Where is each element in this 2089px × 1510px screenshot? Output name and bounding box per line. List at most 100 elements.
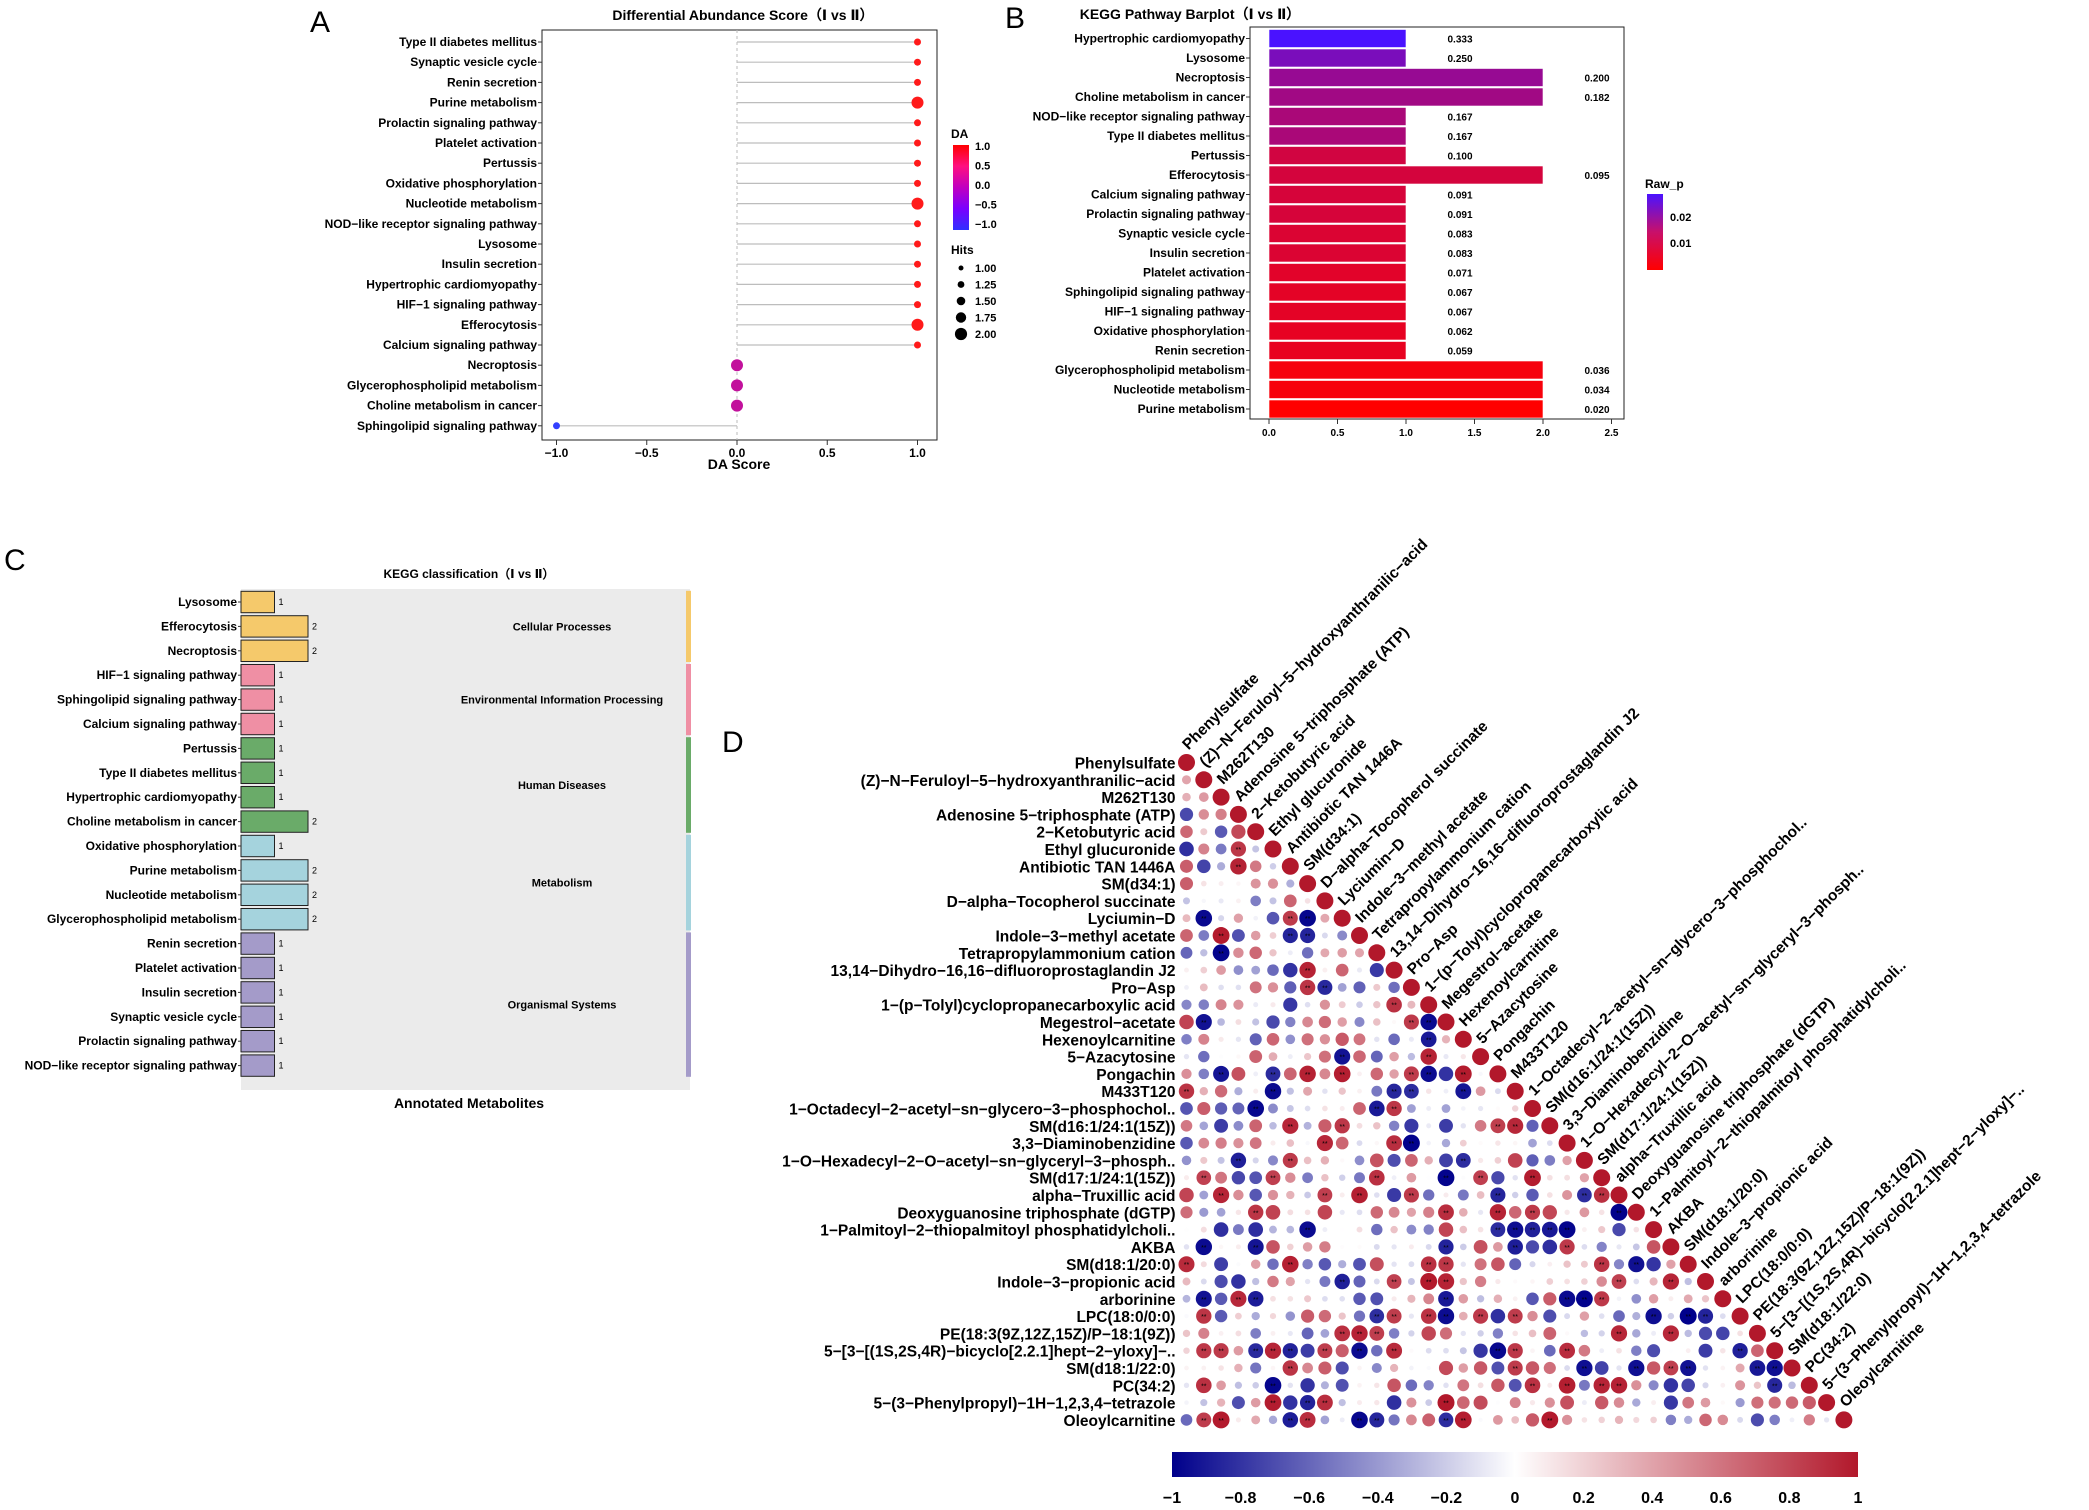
panel-c-plot-background bbox=[241, 589, 690, 1090]
panel-d-correlation-cell bbox=[1443, 1348, 1449, 1354]
panel-letter-a: A bbox=[310, 6, 330, 39]
panel-d-significance-mark: ** bbox=[1478, 1314, 1484, 1321]
panel-d-significance-mark: ** bbox=[1288, 1366, 1294, 1373]
panel-d-correlation-cell bbox=[1201, 1227, 1207, 1233]
panel-b-x-tick-label: 0.5 bbox=[1331, 428, 1345, 439]
panel-d-diagonal-cell bbox=[1662, 1238, 1679, 1255]
panel-d-correlation-cell bbox=[1426, 1244, 1432, 1250]
panel-d-correlation-cell bbox=[1459, 1363, 1469, 1373]
panel-d-correlation-cell bbox=[1390, 1226, 1397, 1233]
panel-d-correlation-cell bbox=[1406, 1380, 1418, 1392]
panel-b-bar bbox=[1269, 127, 1406, 145]
panel-d-correlation-cell bbox=[1495, 1140, 1500, 1145]
panel-d-correlation-cell bbox=[1270, 932, 1277, 939]
panel-d-correlation-cell bbox=[1529, 1330, 1537, 1338]
panel-d-significance-mark: ** bbox=[1599, 1262, 1605, 1269]
panel-d-significance-mark: ** bbox=[1218, 934, 1224, 941]
panel-a-hits-legend-dot bbox=[955, 328, 967, 340]
panel-d-row-label: 5−(3−Phenylpropyl)−1H−1,2,3,4−tetrazole bbox=[874, 1396, 1176, 1413]
panel-d-correlation-cell bbox=[1218, 1365, 1224, 1371]
panel-b-bar bbox=[1269, 225, 1406, 243]
panel-c-bar bbox=[241, 640, 308, 661]
panel-d-correlation-cell bbox=[1200, 1157, 1207, 1164]
panel-d-correlation-cell bbox=[1631, 1294, 1641, 1304]
panel-c-category-label: Sphingolipid signaling pathway bbox=[57, 693, 237, 707]
panel-d-correlation-cell bbox=[1339, 1399, 1346, 1406]
panel-d-correlation-cell bbox=[1546, 1278, 1553, 1285]
panel-d-correlation-cell bbox=[1491, 1309, 1506, 1324]
panel-d-significance-mark: ** bbox=[1391, 1141, 1397, 1148]
panel-d-significance-mark: ** bbox=[1495, 1228, 1501, 1235]
panel-d-correlation-cell bbox=[1302, 1033, 1314, 1045]
panel-d-correlation-cell bbox=[1474, 1240, 1488, 1254]
panel-d-row-label: Indole−3−methyl acetate bbox=[995, 929, 1175, 946]
panel-b-bar bbox=[1269, 88, 1543, 106]
panel-d-diagonal-cell bbox=[1714, 1290, 1731, 1307]
panel-d-correlation-cell bbox=[1287, 1139, 1295, 1147]
panel-d-correlation-cell bbox=[1702, 1295, 1709, 1302]
panel-d-significance-mark: ** bbox=[1374, 1107, 1380, 1114]
panel-d-significance-mark: ** bbox=[1755, 1366, 1761, 1373]
panel-d-correlation-cell bbox=[1287, 1105, 1294, 1112]
panel-d-correlation-cell bbox=[1425, 1399, 1432, 1406]
panel-c-bar-label: 1 bbox=[279, 1012, 284, 1022]
panel-c-bar-label: 1 bbox=[279, 792, 284, 802]
panel-b-bar-label: 0.250 bbox=[1447, 54, 1472, 65]
panel-c-kegg-classification: KEGG classification（Ⅰ vs Ⅱ） Annotated Me… bbox=[25, 566, 691, 1111]
panel-c-group-label: Metabolism bbox=[532, 878, 593, 890]
panel-a-category-label: Prolactin signaling pathway bbox=[378, 116, 537, 130]
panel-d-correlation-cell bbox=[1510, 1397, 1521, 1408]
panel-b-bar-label: 0.182 bbox=[1584, 93, 1609, 104]
panel-d-correlation-cell bbox=[1735, 1380, 1745, 1390]
panel-d-significance-mark: ** bbox=[1443, 1176, 1449, 1183]
panel-d-correlation-cell bbox=[1460, 1278, 1467, 1285]
panel-d-correlation-cell bbox=[1199, 999, 1210, 1010]
panel-d-correlation-cell bbox=[1197, 1102, 1210, 1115]
panel-d-correlation-cell bbox=[1565, 1331, 1569, 1335]
panel-d-correlation-cell bbox=[1233, 1121, 1243, 1131]
panel-b-bar-label: 0.020 bbox=[1584, 405, 1609, 416]
panel-d-correlation-cell bbox=[1409, 1366, 1414, 1371]
panel-d-significance-mark: ** bbox=[1512, 1228, 1518, 1235]
panel-c-bar-label: 2 bbox=[312, 890, 317, 900]
panel-b-category-label: Platelet activation bbox=[1143, 266, 1245, 280]
panel-a-category-label: Renin secretion bbox=[447, 75, 537, 89]
panel-a-category-label: Choline metabolism in cancer bbox=[367, 399, 537, 413]
panel-a-x-tick-label: 0.5 bbox=[819, 446, 836, 460]
panel-d-correlation-cell bbox=[1287, 1088, 1294, 1095]
panel-d-correlation-cell bbox=[1337, 1017, 1346, 1026]
panel-c-bar-label: 1 bbox=[279, 1061, 284, 1071]
panel-d-correlation-cell bbox=[1356, 1001, 1363, 1008]
panel-a-da-colorbar bbox=[953, 145, 969, 230]
panel-d-correlation-cell bbox=[1285, 1017, 1295, 1027]
panel-c-category-label: Calcium signaling pathway bbox=[83, 717, 237, 731]
panel-a-category-label: Platelet activation bbox=[435, 136, 537, 150]
panel-d-correlation-cell bbox=[1406, 1225, 1416, 1235]
panel-d-correlation-cell bbox=[1699, 1327, 1712, 1340]
panel-d-correlation-cell bbox=[1633, 1417, 1639, 1423]
panel-a-category-label: Sphingolipid signaling pathway bbox=[357, 419, 537, 433]
panel-a-x-tick-label: 0.0 bbox=[729, 446, 746, 460]
panel-d-significance-mark: ** bbox=[1305, 1418, 1311, 1425]
panel-c-x-label: Annotated Metabolites bbox=[394, 1095, 544, 1111]
panel-d-significance-mark: ** bbox=[1616, 1280, 1622, 1287]
panel-d-correlation-cell bbox=[1236, 1262, 1240, 1266]
panel-d-correlation-cell bbox=[1370, 1154, 1384, 1168]
panel-d-significance-mark: ** bbox=[1426, 1037, 1432, 1044]
panel-a-point bbox=[731, 379, 743, 391]
panel-d-correlation-cell bbox=[1337, 948, 1347, 958]
panel-c-category-label: NOD−like receptor signaling pathway bbox=[25, 1059, 238, 1073]
panel-d-correlation-cell bbox=[1184, 1244, 1189, 1249]
panel-d-correlation-cell bbox=[1199, 1191, 1208, 1200]
panel-d-correlation-cell bbox=[1233, 1000, 1243, 1010]
panel-a-hits-legend-label: 2.00 bbox=[975, 329, 996, 341]
panel-b-bar bbox=[1269, 322, 1406, 340]
panel-d-correlation-cell bbox=[1182, 793, 1190, 801]
panel-d-correlation-cell bbox=[1375, 1141, 1379, 1145]
panel-d-significance-mark: ** bbox=[1236, 1297, 1242, 1304]
panel-a-category-label: Necroptosis bbox=[468, 358, 538, 372]
panel-d-correlation-cell bbox=[1459, 1208, 1468, 1217]
panel-b-bar bbox=[1269, 283, 1406, 301]
panel-d-significance-mark: ** bbox=[1305, 985, 1311, 992]
panel-d-row-label: Pongachin bbox=[1096, 1067, 1175, 1084]
